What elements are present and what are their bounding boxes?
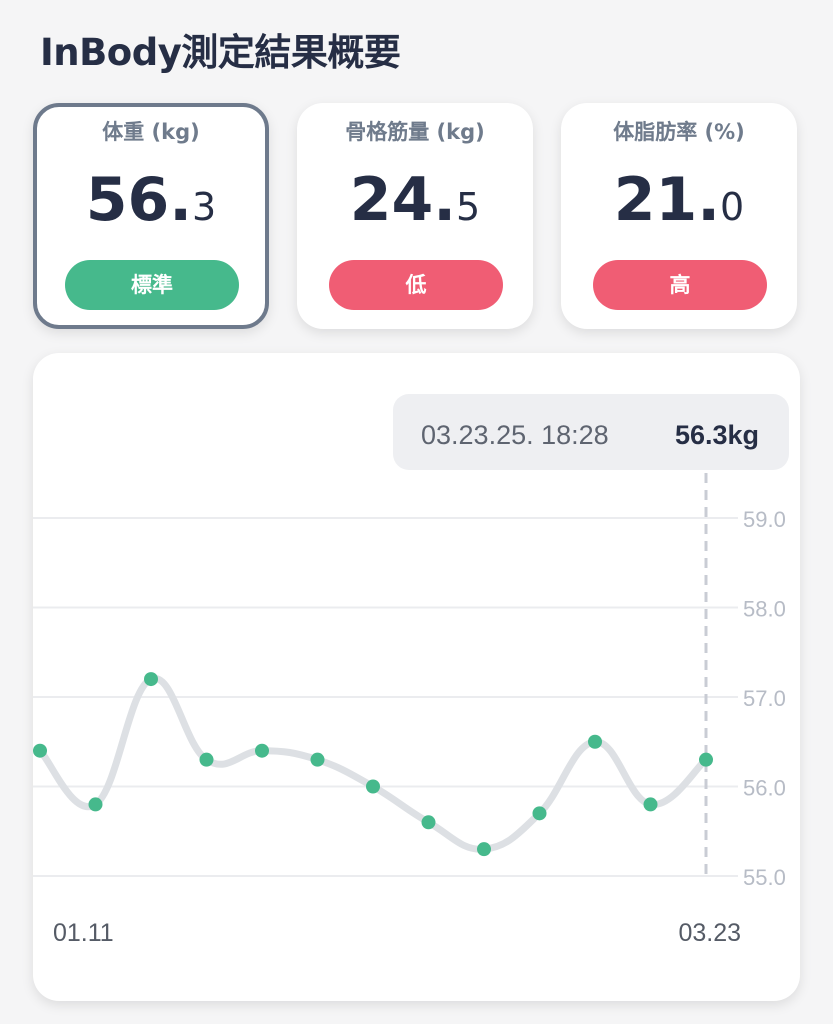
- y-tick-label: 57.0: [743, 686, 786, 711]
- weight-line-chart[interactable]: 59.0 58.0 57.0 56.0 55.0 03.23.25. 18:28 56.…: [33, 353, 800, 1001]
- data-point[interactable]: [199, 752, 214, 767]
- skeletal-muscle-value-int: 24.: [349, 165, 457, 235]
- weight-value-int: 56.: [85, 165, 193, 235]
- weight-value-dec: 3: [192, 185, 217, 229]
- skeletal-muscle-value: 24.5: [297, 165, 533, 235]
- body-fat-label: 体脂肪率 (%): [613, 120, 745, 144]
- y-tick-label: 56.0: [743, 776, 786, 801]
- data-point[interactable]: [588, 734, 602, 749]
- body-fat-value-dec: 0: [720, 185, 745, 229]
- data-point[interactable]: [366, 779, 380, 794]
- skeletal-muscle-value-dec: 5: [456, 185, 481, 229]
- y-tick-label: 55.0: [743, 865, 786, 890]
- skeletal-muscle-label: 骨格筋量 (kg): [345, 120, 485, 144]
- body-fat-value: 21.0: [561, 165, 797, 235]
- weight-series-line: [36, 675, 710, 853]
- data-point[interactable]: [144, 672, 158, 687]
- y-tick-label: 59.0: [743, 507, 786, 532]
- weight-status-badge: 標準: [65, 260, 239, 310]
- body-fat-value-int: 21.: [613, 165, 721, 235]
- data-point[interactable]: [33, 743, 47, 758]
- body-fat-card[interactable]: 体脂肪率 (%) 21.0 高: [561, 103, 797, 329]
- data-point[interactable]: [532, 806, 547, 821]
- data-point[interactable]: [421, 815, 436, 830]
- data-point[interactable]: [477, 842, 491, 857]
- data-point[interactable]: [643, 797, 658, 812]
- weight-label: 体重 (kg): [102, 120, 200, 144]
- skeletal-muscle-status-badge: 低: [329, 260, 503, 310]
- weight-value: 56.3: [37, 165, 265, 235]
- x-axis-label: 03.23: [678, 919, 741, 947]
- x-axis-label: 01.11: [53, 919, 114, 947]
- data-point[interactable]: [255, 743, 269, 758]
- data-point[interactable]: [699, 752, 713, 767]
- tooltip-date: 03.23.25. 18:28: [421, 420, 609, 450]
- weight-chart-card: 59.0 58.0 57.0 56.0 55.0 03.23.25. 18:28 56.…: [33, 353, 800, 1001]
- data-point[interactable]: [310, 752, 325, 767]
- tooltip-value: 56.3kg: [675, 420, 759, 450]
- body-fat-status-badge: 高: [593, 260, 767, 310]
- skeletal-muscle-card[interactable]: 骨格筋量 (kg) 24.5 低: [297, 103, 533, 329]
- weight-card[interactable]: 体重 (kg) 56.3 標準: [33, 103, 269, 329]
- page-title: InBody測定結果概要: [40, 31, 401, 74]
- chart-tooltip: 03.23.25. 18:28 56.3kg: [393, 394, 789, 470]
- tooltip-background: [393, 394, 789, 470]
- y-tick-label: 58.0: [743, 597, 786, 622]
- data-point[interactable]: [88, 797, 103, 812]
